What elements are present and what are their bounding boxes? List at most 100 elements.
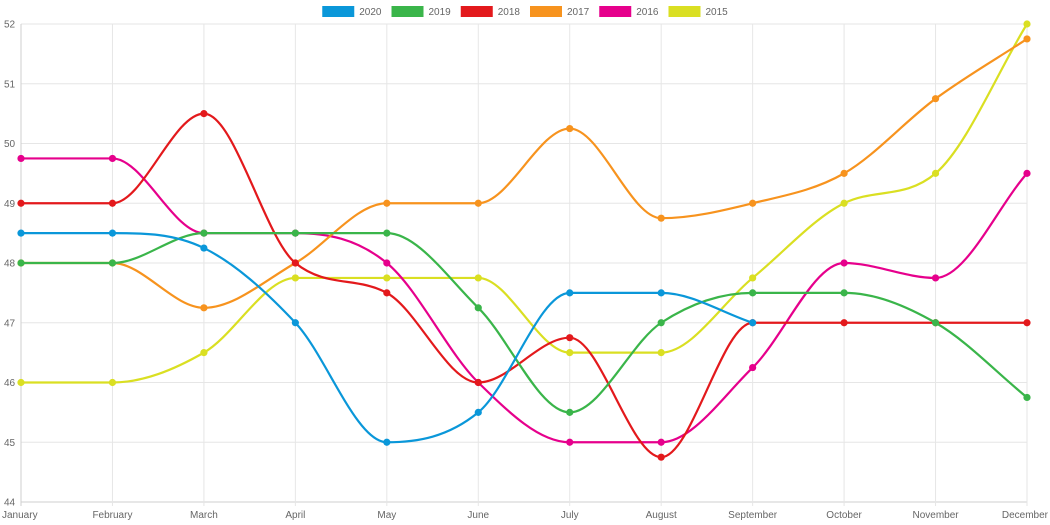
x-tick-label-december: December: [1002, 510, 1049, 521]
data-point-2015-september[interactable]: [749, 274, 757, 282]
data-point-2017-september[interactable]: [749, 199, 757, 207]
data-point-2017-november[interactable]: [931, 95, 940, 103]
data-point-2016-january[interactable]: [17, 154, 25, 163]
data-point-2015-december[interactable]: [1023, 20, 1031, 28]
x-tick-label-august: August: [646, 510, 677, 521]
data-point-2017-may[interactable]: [383, 199, 391, 207]
grid: [20, 23, 1028, 506]
data-point-2015-june[interactable]: [474, 274, 482, 282]
data-point-2015-march[interactable]: [200, 349, 208, 357]
data-point-2019-july[interactable]: [566, 408, 574, 416]
data-point-2019-january[interactable]: [17, 259, 25, 267]
data-point-2018-july[interactable]: [566, 334, 574, 342]
y-tick-label: 48: [4, 259, 16, 270]
legend-item-2019[interactable]: 2019: [391, 6, 452, 18]
data-point-2019-april[interactable]: [291, 229, 299, 237]
data-point-2017-july[interactable]: [566, 124, 574, 133]
legend-swatch: [391, 6, 424, 17]
data-point-2018-february[interactable]: [108, 199, 117, 207]
data-point-2017-june[interactable]: [474, 199, 482, 207]
data-point-2018-may[interactable]: [383, 289, 391, 297]
data-point-2016-february[interactable]: [108, 154, 117, 163]
data-point-2017-august[interactable]: [657, 214, 665, 222]
data-point-2018-april[interactable]: [291, 259, 299, 267]
data-point-2017-october[interactable]: [840, 169, 848, 177]
y-tick-label: 46: [4, 378, 16, 389]
axes: 44 45 46 47 48 49 50 51 52 January February March Ap…: [2, 20, 1049, 522]
x-tick-label-may: May: [377, 510, 396, 521]
data-point-2019-november[interactable]: [931, 319, 940, 327]
legend-swatch: [322, 6, 355, 17]
data-point-2019-august[interactable]: [657, 319, 665, 327]
data-point-2020-february[interactable]: [108, 229, 117, 237]
data-point-2020-july[interactable]: [566, 289, 574, 297]
y-tick-label: 44: [4, 498, 16, 509]
data-point-2015-may[interactable]: [383, 274, 391, 282]
data-point-2020-january[interactable]: [17, 229, 25, 237]
legend-item-2016[interactable]: 2016: [599, 6, 659, 18]
x-tick-label-september: September: [728, 510, 778, 521]
data-point-2015-november[interactable]: [931, 169, 940, 177]
x-tick-label-april: April: [285, 510, 305, 521]
x-tick-label-october: October: [826, 510, 862, 521]
data-point-2019-october[interactable]: [840, 289, 848, 297]
data-point-2015-january[interactable]: [17, 378, 25, 387]
data-point-2016-november[interactable]: [931, 274, 940, 282]
y-tick-label: 49: [4, 199, 16, 210]
data-point-2020-august[interactable]: [657, 289, 665, 297]
legend-item-2018[interactable]: 2018: [460, 6, 521, 18]
data-point-2019-december[interactable]: [1023, 393, 1031, 402]
data-point-2020-june[interactable]: [474, 408, 482, 416]
legend-label: 2016: [636, 7, 659, 18]
legend-swatch: [460, 6, 493, 17]
legend-item-2020[interactable]: 2020: [322, 6, 382, 18]
x-tick-label-november: November: [912, 510, 959, 521]
data-point-2018-march[interactable]: [200, 110, 208, 118]
data-point-2015-august[interactable]: [657, 349, 665, 357]
data-point-2019-february[interactable]: [108, 259, 117, 267]
data-point-2017-march[interactable]: [200, 304, 208, 312]
y-tick-label: 45: [4, 438, 16, 449]
data-point-2019-september[interactable]: [749, 289, 757, 297]
x-tick-label-january: January: [2, 510, 38, 521]
data-point-2015-february[interactable]: [108, 378, 117, 387]
data-point-2018-october[interactable]: [840, 319, 848, 327]
legend-swatch: [530, 6, 562, 17]
data-point-2019-june[interactable]: [474, 304, 482, 312]
x-tick-label-february: February: [92, 510, 132, 521]
x-tick-label-july: July: [561, 510, 579, 521]
data-point-2017-december[interactable]: [1023, 35, 1031, 43]
data-point-2020-may[interactable]: [383, 438, 391, 446]
data-point-2019-may[interactable]: [383, 229, 391, 237]
data-point-2015-july[interactable]: [566, 349, 574, 357]
data-point-2015-october[interactable]: [840, 199, 848, 207]
data-point-2016-august[interactable]: [657, 438, 665, 446]
data-point-2016-september[interactable]: [749, 363, 757, 372]
series-line-2016: [20, 157, 1028, 444]
legend-swatch: [668, 6, 701, 17]
data-point-2018-december[interactable]: [1023, 319, 1031, 327]
legend-item-2017[interactable]: 2017: [530, 6, 590, 18]
data-point-2016-october[interactable]: [840, 259, 848, 267]
data-point-2015-april[interactable]: [291, 274, 299, 282]
legend-label: 2020: [359, 7, 382, 18]
series-line-2019: [21, 232, 1028, 414]
series-2019: [17, 229, 1031, 416]
y-tick-label: 52: [4, 20, 16, 31]
data-point-2019-march[interactable]: [200, 229, 208, 237]
legend-label: 2015: [705, 7, 728, 18]
data-point-2020-april[interactable]: [291, 319, 299, 327]
legend[interactable]: 2020 2019 2018 2017 2016 2015: [322, 6, 728, 18]
data-point-2016-may[interactable]: [383, 259, 391, 267]
data-point-2018-june[interactable]: [474, 378, 482, 387]
legend-item-2015[interactable]: 2015: [668, 6, 728, 18]
legend-label: 2017: [567, 7, 590, 18]
series-2020: [17, 229, 757, 446]
data-point-2018-january[interactable]: [17, 199, 25, 207]
data-point-2020-march[interactable]: [200, 244, 208, 252]
data-point-2018-august[interactable]: [657, 453, 665, 461]
data-point-2016-july[interactable]: [566, 438, 574, 446]
data-point-2020-september[interactable]: [749, 319, 757, 327]
data-point-2016-december[interactable]: [1023, 169, 1031, 177]
